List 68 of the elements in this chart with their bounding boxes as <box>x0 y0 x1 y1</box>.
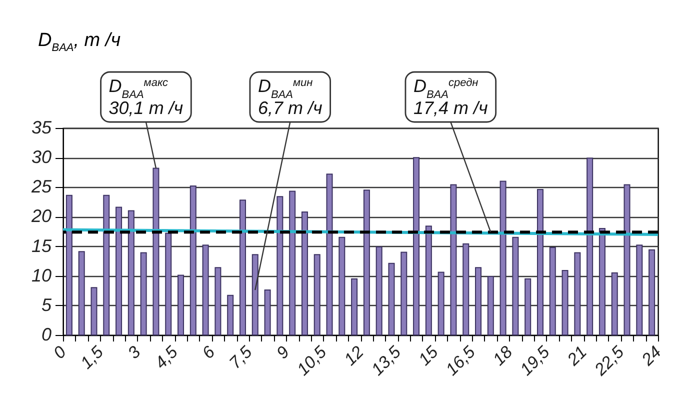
bar <box>103 194 110 336</box>
bar <box>400 252 408 336</box>
bar <box>140 252 147 336</box>
bar <box>338 236 346 336</box>
bar <box>78 251 85 336</box>
bar <box>190 185 196 336</box>
bar <box>574 252 581 336</box>
y-tick-label: 35 <box>31 118 52 138</box>
bar <box>202 244 209 336</box>
bar <box>116 206 122 336</box>
bar <box>66 194 72 336</box>
bar <box>524 278 532 336</box>
bar <box>636 244 643 336</box>
y-tick-label: 25 <box>30 176 52 197</box>
bar <box>376 246 382 336</box>
x-tick-label: 9 <box>272 342 294 363</box>
x-tick-label: 12 <box>340 342 368 370</box>
bar <box>326 174 333 336</box>
x-tick-label: 15 <box>414 342 442 370</box>
bar <box>536 189 544 336</box>
x-tick-label: 1,5 <box>76 342 108 373</box>
x-tick-label: 24 <box>637 342 665 370</box>
x-tick-label: 3 <box>124 342 145 363</box>
y-tick-label: 15 <box>31 236 52 256</box>
bar <box>252 254 258 336</box>
bar <box>462 243 470 336</box>
y-tick-label: 5 <box>41 294 52 315</box>
bar <box>438 272 444 336</box>
y-tick-label: 0 <box>41 324 52 344</box>
x-tick-label: 7,5 <box>226 342 256 373</box>
bar <box>128 210 134 336</box>
bar <box>351 278 358 336</box>
bar <box>276 196 284 336</box>
bar <box>512 236 519 336</box>
bar <box>388 262 395 336</box>
bar <box>264 290 271 336</box>
bar <box>214 267 222 336</box>
y-tick-label: 10 <box>31 265 52 286</box>
bar <box>500 180 506 336</box>
bar <box>314 254 320 336</box>
bar <box>289 190 296 336</box>
bar <box>562 270 568 336</box>
bar <box>450 184 457 336</box>
bar <box>413 157 420 336</box>
bar <box>165 232 172 336</box>
bar <box>178 274 184 336</box>
bar <box>301 211 308 336</box>
bar <box>549 246 556 336</box>
y-axis-title: D$_{BAA}$, т /ч <box>38 30 121 54</box>
x-tick-label: 6 <box>198 342 219 363</box>
bar <box>227 294 234 336</box>
bar <box>648 249 656 336</box>
y-tick-label: 30 <box>31 147 52 168</box>
bar <box>239 200 246 336</box>
y-tick-label: 20 <box>30 206 52 226</box>
bar <box>487 276 494 336</box>
bar <box>475 267 482 336</box>
x-tick-label: 21 <box>562 342 590 370</box>
bar <box>152 168 160 336</box>
bar <box>363 190 370 336</box>
bar <box>90 287 98 336</box>
x-tick-label: 18 <box>489 342 516 370</box>
bar <box>425 226 432 336</box>
bar <box>611 272 618 336</box>
bar <box>598 228 606 336</box>
bar <box>624 184 630 336</box>
bar <box>586 158 594 336</box>
x-tick-label: 4,5 <box>151 342 182 373</box>
